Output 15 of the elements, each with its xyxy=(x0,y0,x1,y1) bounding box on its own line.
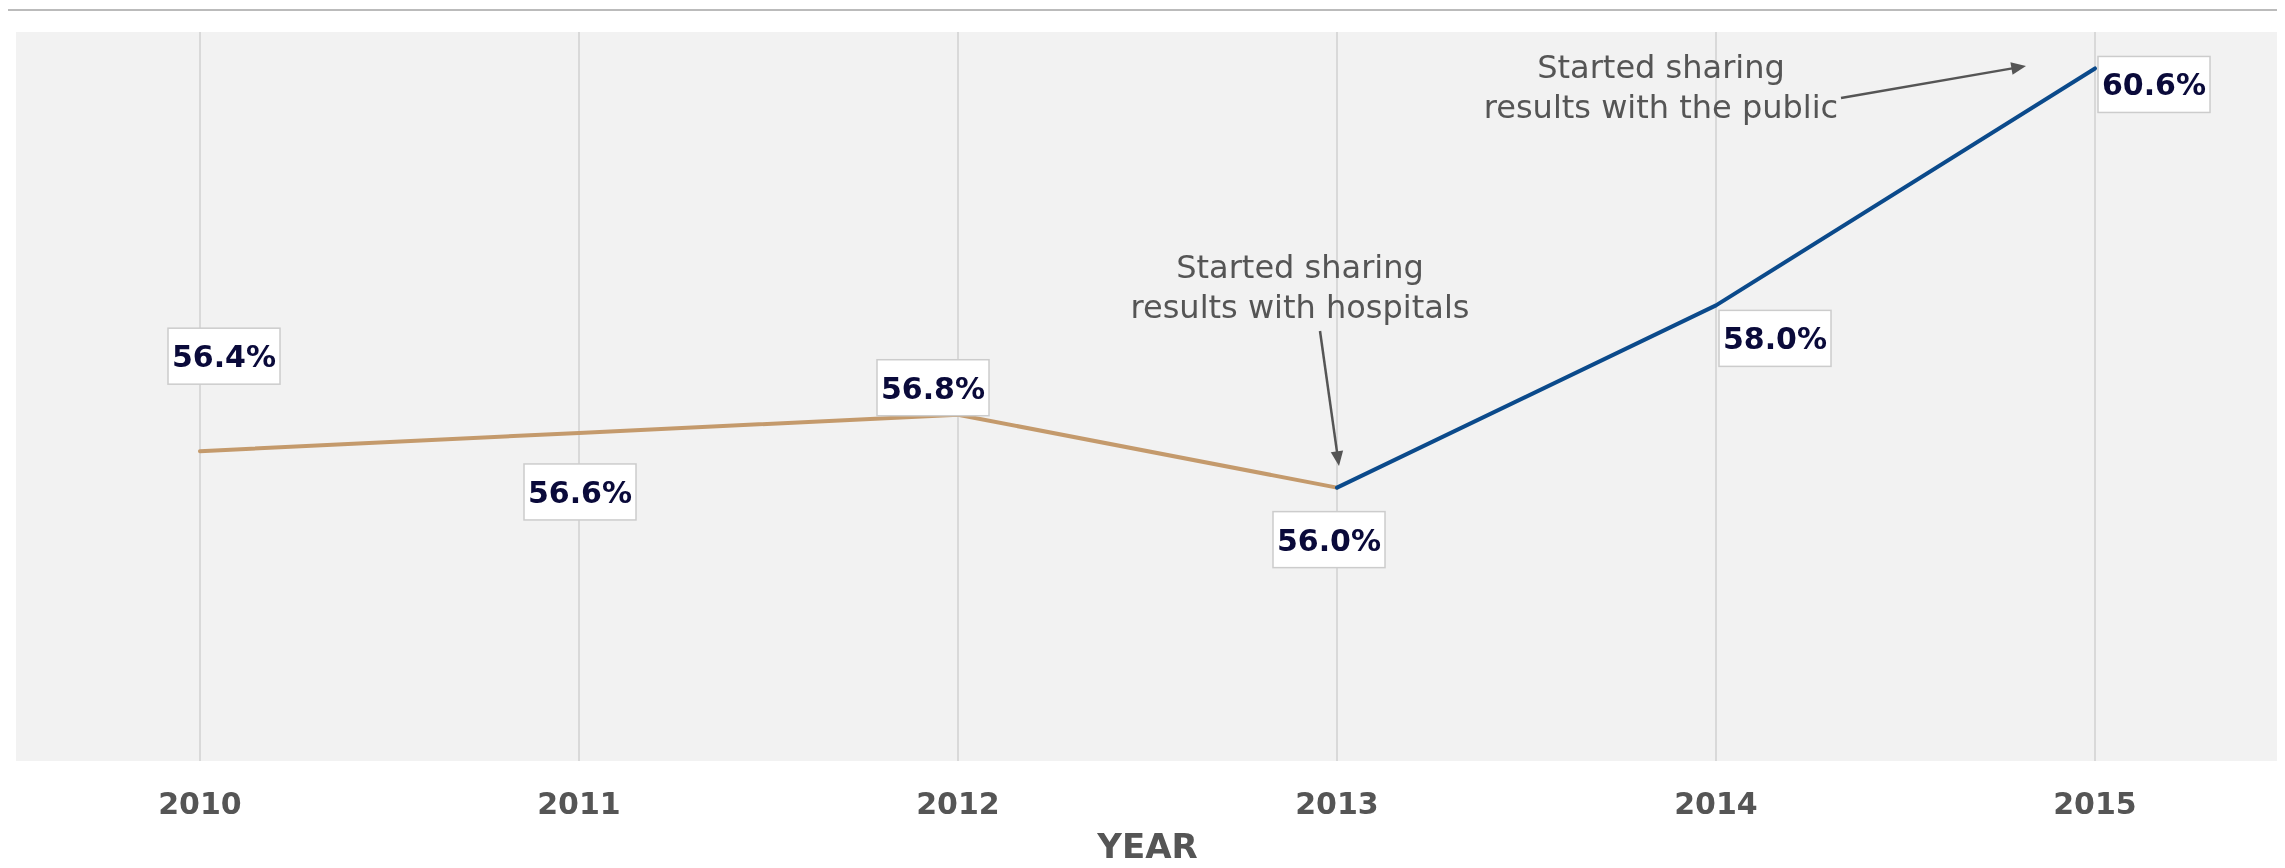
x-axis-title: YEAR xyxy=(1096,826,1198,866)
annotation: Started sharing results with hospitals xyxy=(1130,248,1470,326)
x-tick-label: 2011 xyxy=(537,786,621,821)
x-tick-label: 2015 xyxy=(2053,786,2137,821)
annotation: Started sharing results with the public xyxy=(1483,48,1839,126)
x-tick-label: 2012 xyxy=(916,786,1000,821)
data-label: 56.4% xyxy=(171,339,277,375)
data-label: 56.8% xyxy=(880,370,986,406)
data-label: 60.6% xyxy=(2101,67,2207,103)
x-tick-label: 2010 xyxy=(158,786,242,821)
data-label: 58.0% xyxy=(1722,321,1828,357)
data-label: 56.0% xyxy=(1276,522,1382,558)
data-label: 56.6% xyxy=(527,474,633,510)
x-tick-label: 2013 xyxy=(1295,786,1379,821)
x-tick-label: 2014 xyxy=(1674,786,1758,821)
